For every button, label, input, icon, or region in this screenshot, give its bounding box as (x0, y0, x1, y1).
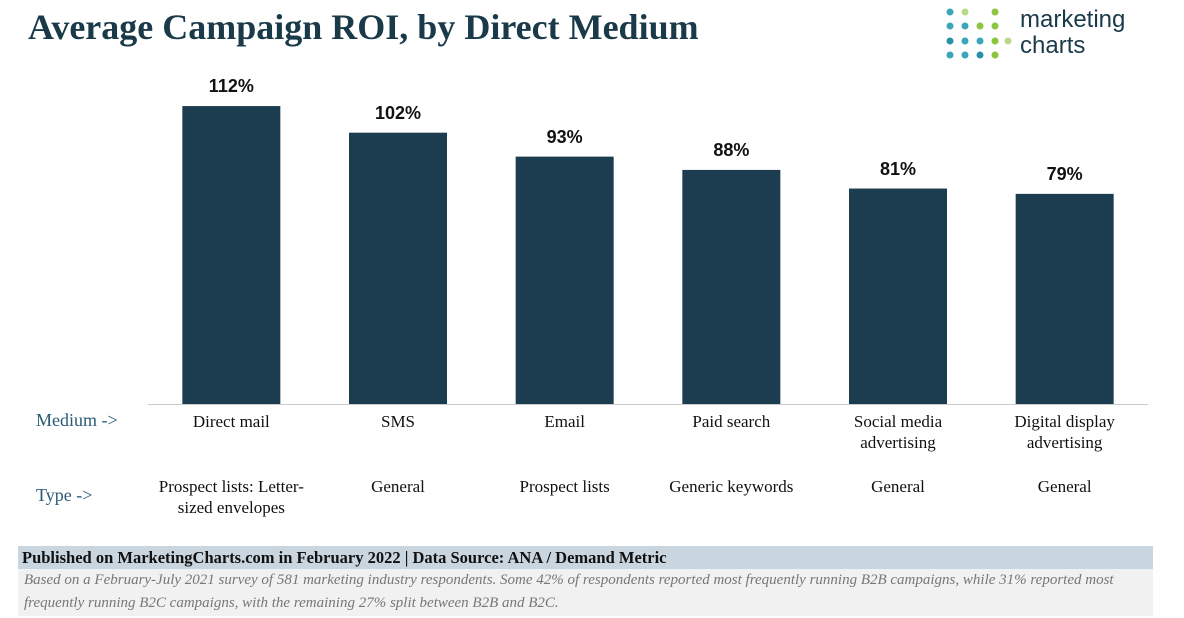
type-label: Prospect lists: Letter-sized envelopes (158, 477, 304, 517)
value-label: 93% (546, 126, 583, 147)
bar (349, 132, 447, 404)
value-label: 79% (1046, 163, 1083, 184)
bar (515, 156, 614, 404)
row-label: Type -> (36, 485, 93, 505)
value-label: 102% (374, 102, 422, 123)
value-label: 88% (713, 139, 750, 160)
logo-dots (946, 8, 1012, 59)
x-tick-label: Paid search (692, 412, 771, 431)
x-tick-label: Direct mail (192, 412, 270, 431)
note: Based on a February-July 2021 survey of … (18, 569, 1153, 616)
x-tick-label: Digital display advertising (1014, 412, 1115, 452)
type-label: General (371, 477, 425, 496)
type-label: General (1037, 477, 1092, 496)
bar (849, 188, 947, 404)
type-label: Prospect lists (519, 477, 610, 496)
bar (682, 169, 781, 404)
chart-title: Average Campaign ROI, by Direct Medium (28, 7, 699, 47)
type-label: General (871, 477, 925, 496)
x-tick-label: Email (544, 412, 585, 431)
source: Published on MarketingCharts.com in Febr… (18, 546, 1153, 569)
x-tick-label: Social media advertising (853, 412, 943, 452)
bar (1015, 193, 1114, 404)
row-label: Medium -> (36, 410, 118, 430)
value-label: 81% (879, 158, 917, 179)
value-label: 112% (208, 76, 254, 97)
bar (182, 106, 281, 404)
logo-text: charts (1020, 32, 1086, 59)
type-label: Generic keywords (669, 477, 794, 496)
x-tick-label: SMS (380, 412, 416, 431)
logo-text: marketing (1020, 6, 1126, 33)
